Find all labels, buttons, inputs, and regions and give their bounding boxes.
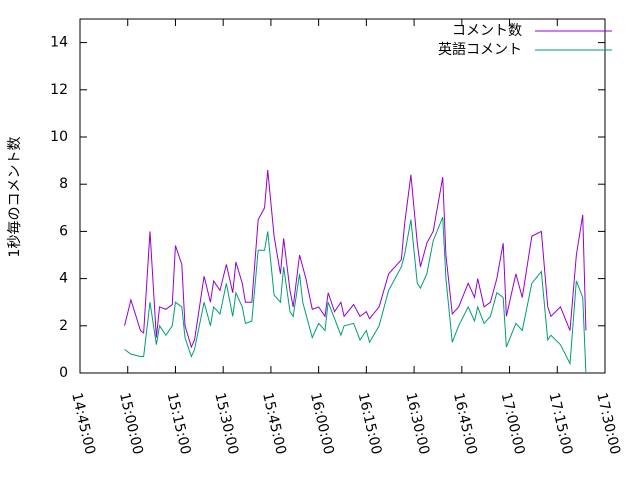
y-tick-label: 14 (50, 35, 68, 51)
x-tick-label: 15:30:00 (211, 391, 241, 456)
series-line (124, 169, 587, 349)
legend-label: コメント数 (452, 23, 522, 39)
y-tick-label: 8 (59, 176, 68, 192)
plot-border (79, 18, 606, 374)
x-tick-label: 16:00:00 (307, 391, 337, 456)
x-tick-label: 17:00:00 (498, 391, 528, 456)
x-tick-label: 15:15:00 (164, 391, 194, 456)
x-tick-label: 17:30:00 (593, 391, 623, 456)
y-tick-label: 4 (59, 271, 68, 287)
y-tick-label: 6 (59, 223, 68, 239)
x-tick-label: 16:15:00 (355, 391, 385, 456)
legend-label: 英語コメント (438, 41, 522, 58)
y-tick-label: 2 (59, 318, 68, 334)
x-tick-label: 15:45:00 (259, 391, 289, 456)
x-tick-label: 17:15:00 (545, 391, 575, 456)
series-line (124, 217, 587, 374)
x-tick-label: 14:45:00 (68, 391, 98, 456)
y-axis-label: 1秒毎のコメント数 (7, 137, 23, 258)
x-tick-label: 16:45:00 (450, 391, 480, 456)
y-tick-label: 0 (59, 365, 68, 381)
x-tick-label: 15:00:00 (116, 391, 146, 456)
y-tick-label: 12 (50, 82, 68, 98)
y-tick-label: 10 (50, 129, 68, 145)
x-tick-label: 16:30:00 (402, 391, 432, 456)
